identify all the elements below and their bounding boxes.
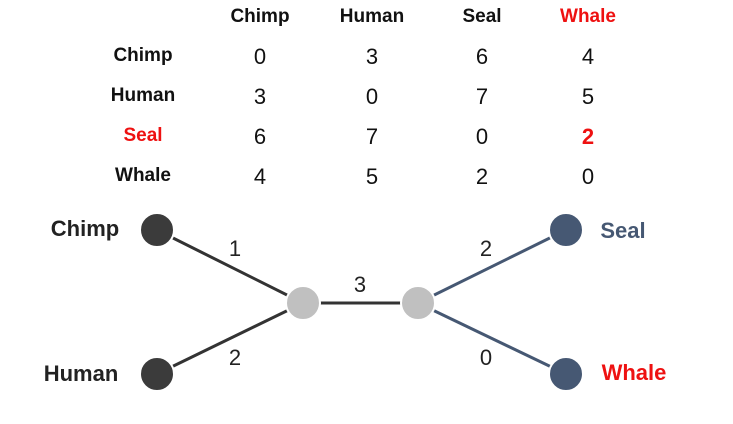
matrix-body: Chimp 0 3 6 4 Human 3 0 7 5 Seal 6 7 0 2… — [111, 44, 594, 189]
node-seal — [548, 212, 584, 248]
node-chimp — [139, 212, 175, 248]
matrix-cell: 3 — [254, 84, 266, 109]
edge-label-whale: 0 — [480, 345, 492, 370]
matrix-row-label-human: Human — [111, 85, 175, 106]
matrix-cell: 6 — [254, 124, 266, 149]
matrix-row-label-seal: Seal — [123, 125, 162, 146]
edge-seal-right-internal — [417, 228, 567, 305]
tree-edges — [156, 228, 567, 376]
leaf-label-human: Human — [44, 361, 119, 386]
matrix-header-human: Human — [340, 6, 404, 27]
edge-label-internal: 3 — [354, 272, 366, 297]
matrix-cell: 0 — [254, 44, 266, 69]
edge-label-seal: 2 — [480, 236, 492, 261]
node-right-internal — [400, 285, 436, 321]
matrix-header-seal: Seal — [462, 6, 501, 27]
leaf-label-chimp: Chimp — [51, 216, 119, 241]
matrix-header: Chimp Human Seal Whale — [230, 6, 616, 27]
node-human — [139, 356, 175, 392]
node-left-internal — [285, 285, 321, 321]
matrix-cell: 4 — [582, 44, 594, 69]
matrix-cell: 7 — [476, 84, 488, 109]
matrix-cell: 4 — [254, 164, 266, 189]
matrix-cell: 0 — [476, 124, 488, 149]
tree-nodes — [139, 212, 584, 392]
matrix-cell: 7 — [366, 124, 378, 149]
matrix-cell: 5 — [366, 164, 378, 189]
edge-labels: 1 2 3 2 0 — [229, 236, 492, 370]
matrix-cell: 0 — [366, 84, 378, 109]
node-whale — [548, 356, 584, 392]
matrix-header-chimp: Chimp — [230, 6, 289, 27]
matrix-cell: 2 — [476, 164, 488, 189]
matrix-cell: 6 — [476, 44, 488, 69]
matrix-header-whale: Whale — [560, 6, 616, 27]
edge-label-human: 2 — [229, 345, 241, 370]
leaf-label-whale: Whale — [602, 360, 667, 385]
edge-chimp-left-internal — [156, 228, 304, 305]
edge-label-chimp: 1 — [229, 236, 241, 261]
edge-whale-right-internal — [417, 301, 567, 376]
leaf-label-seal: Seal — [600, 218, 645, 243]
edge-human-left-internal — [156, 301, 304, 376]
leaf-labels: Chimp Human Seal Whale — [44, 216, 667, 386]
matrix-cell: 0 — [582, 164, 594, 189]
matrix-cell: 3 — [366, 44, 378, 69]
matrix-row-label-whale: Whale — [115, 165, 171, 186]
matrix-cell: 5 — [582, 84, 594, 109]
matrix-cell-highlight: 2 — [582, 124, 594, 149]
matrix-row-label-chimp: Chimp — [113, 45, 172, 66]
